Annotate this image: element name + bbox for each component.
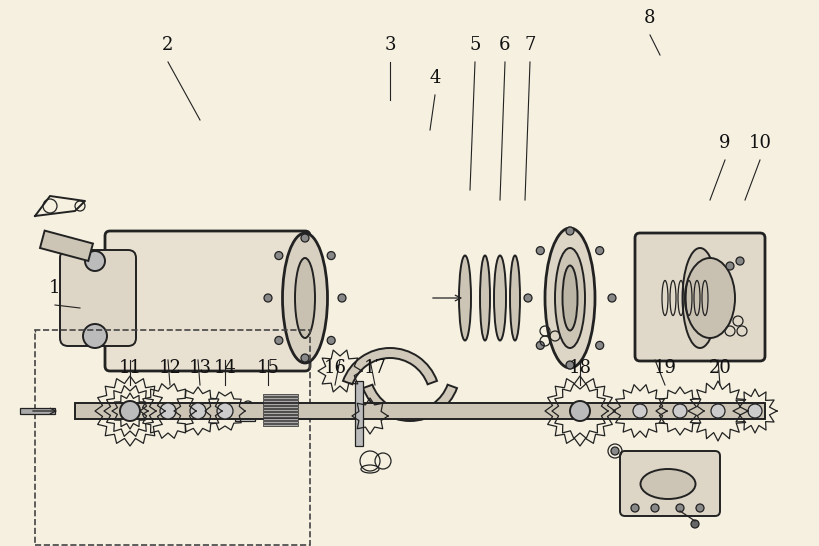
Text: 2: 2 bbox=[162, 36, 174, 54]
Bar bbox=[75, 403, 764, 419]
FancyBboxPatch shape bbox=[105, 231, 310, 371]
Ellipse shape bbox=[684, 258, 734, 338]
Circle shape bbox=[595, 341, 603, 349]
Bar bbox=[263, 424, 297, 426]
Circle shape bbox=[274, 336, 283, 345]
Text: 9: 9 bbox=[718, 134, 730, 152]
Text: 3: 3 bbox=[384, 36, 396, 54]
Text: 18: 18 bbox=[568, 359, 590, 377]
Bar bbox=[40, 230, 93, 261]
Circle shape bbox=[523, 294, 532, 302]
Circle shape bbox=[217, 403, 233, 419]
Circle shape bbox=[83, 324, 106, 348]
Bar bbox=[355, 381, 363, 446]
Text: 13: 13 bbox=[188, 359, 211, 377]
Circle shape bbox=[301, 354, 309, 362]
Bar bbox=[263, 397, 297, 399]
Wedge shape bbox=[342, 348, 437, 384]
Bar bbox=[263, 409, 297, 411]
Ellipse shape bbox=[459, 256, 470, 341]
Ellipse shape bbox=[479, 256, 490, 341]
Text: 19: 19 bbox=[653, 359, 676, 377]
Ellipse shape bbox=[493, 256, 505, 341]
Ellipse shape bbox=[509, 256, 519, 341]
Text: 20: 20 bbox=[708, 359, 731, 377]
Circle shape bbox=[631, 504, 638, 512]
Circle shape bbox=[695, 504, 704, 512]
Circle shape bbox=[672, 404, 686, 418]
Circle shape bbox=[710, 404, 724, 418]
Circle shape bbox=[565, 227, 573, 235]
Circle shape bbox=[650, 504, 658, 512]
Text: 6: 6 bbox=[499, 36, 510, 54]
Text: 4: 4 bbox=[429, 69, 440, 87]
FancyBboxPatch shape bbox=[60, 250, 136, 346]
Bar bbox=[35, 330, 310, 545]
Text: 10: 10 bbox=[748, 134, 771, 152]
Circle shape bbox=[536, 247, 544, 254]
Circle shape bbox=[569, 401, 590, 421]
Text: 12: 12 bbox=[158, 359, 181, 377]
Wedge shape bbox=[363, 385, 456, 421]
Ellipse shape bbox=[640, 469, 695, 499]
Circle shape bbox=[327, 252, 335, 259]
Circle shape bbox=[595, 247, 603, 254]
Bar bbox=[263, 412, 297, 414]
Text: 5: 5 bbox=[468, 36, 480, 54]
Ellipse shape bbox=[545, 228, 595, 368]
Circle shape bbox=[565, 361, 573, 369]
Bar bbox=[263, 403, 297, 405]
Bar bbox=[263, 421, 297, 423]
Bar bbox=[263, 415, 297, 417]
Circle shape bbox=[190, 403, 206, 419]
Circle shape bbox=[301, 234, 309, 242]
Circle shape bbox=[160, 403, 176, 419]
Text: 14: 14 bbox=[213, 359, 236, 377]
Circle shape bbox=[632, 404, 646, 418]
Bar bbox=[263, 394, 297, 396]
Text: 15: 15 bbox=[256, 359, 279, 377]
Circle shape bbox=[337, 294, 346, 302]
Circle shape bbox=[274, 252, 283, 259]
Bar bbox=[263, 418, 297, 420]
FancyBboxPatch shape bbox=[619, 451, 719, 516]
Circle shape bbox=[607, 294, 615, 302]
Bar bbox=[20, 408, 55, 414]
Circle shape bbox=[690, 520, 698, 528]
Circle shape bbox=[675, 504, 683, 512]
Ellipse shape bbox=[554, 248, 584, 348]
Circle shape bbox=[725, 262, 733, 270]
Bar bbox=[263, 406, 297, 408]
Circle shape bbox=[85, 251, 105, 271]
Circle shape bbox=[536, 341, 544, 349]
Text: 16: 16 bbox=[324, 359, 346, 377]
Text: 1: 1 bbox=[49, 279, 61, 297]
Ellipse shape bbox=[295, 258, 314, 338]
Circle shape bbox=[610, 447, 618, 455]
Ellipse shape bbox=[681, 248, 717, 348]
Circle shape bbox=[327, 336, 335, 345]
Text: 8: 8 bbox=[644, 9, 655, 27]
FancyBboxPatch shape bbox=[634, 233, 764, 361]
Text: 17: 17 bbox=[363, 359, 386, 377]
Circle shape bbox=[735, 257, 743, 265]
Circle shape bbox=[120, 401, 140, 421]
Text: 7: 7 bbox=[523, 36, 535, 54]
Text: 11: 11 bbox=[119, 359, 142, 377]
Ellipse shape bbox=[283, 233, 327, 363]
Circle shape bbox=[264, 294, 272, 302]
Bar bbox=[235, 413, 255, 421]
Circle shape bbox=[747, 404, 761, 418]
Bar bbox=[263, 400, 297, 402]
Ellipse shape bbox=[562, 265, 577, 330]
